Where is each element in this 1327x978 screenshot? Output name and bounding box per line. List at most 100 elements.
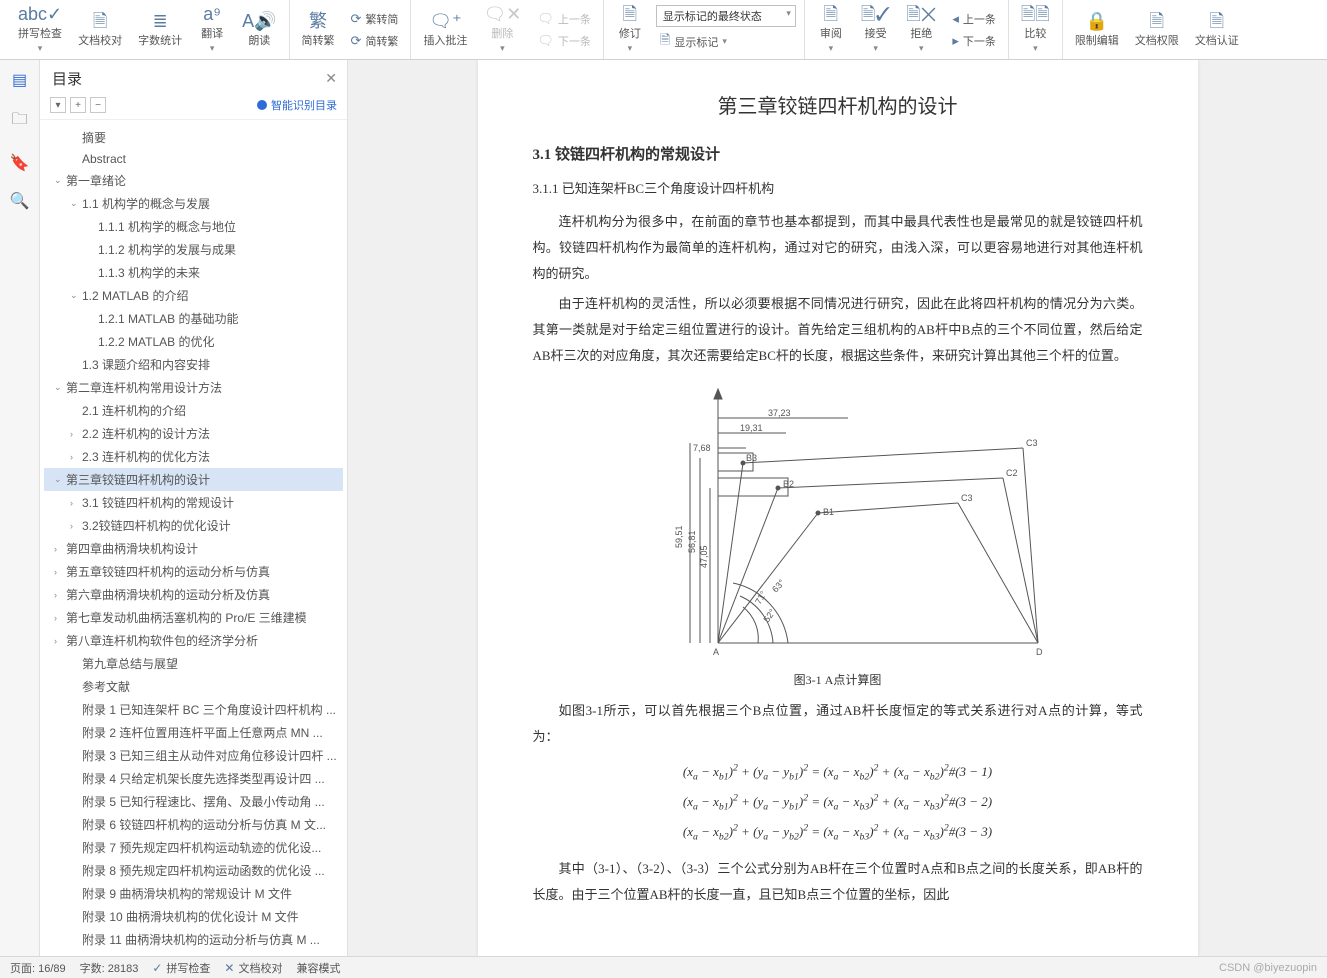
- outline-item[interactable]: ⌄第一章绪论: [44, 169, 343, 192]
- outline-item[interactable]: 摘要: [44, 126, 343, 149]
- outline-item-label: 附录 3 已知三组主从动件对应角位移设计四杆 ...: [82, 747, 337, 764]
- word-count-status[interactable]: 字数: 28183: [80, 960, 139, 976]
- show-markup-button[interactable]: 🗎显示标记 ▾: [656, 29, 796, 55]
- outline-item[interactable]: 附录 8 预先规定四杆机构运动函数的优化设 ...: [44, 859, 343, 882]
- doc-permission-button[interactable]: 🗎文档权限: [1127, 8, 1187, 52]
- restrict-edit-button[interactable]: 🔒限制编辑: [1067, 8, 1127, 52]
- word-count-button[interactable]: ≣字数统计: [130, 8, 190, 52]
- chevron-icon: ›: [54, 590, 66, 600]
- doc-auth-button[interactable]: 🗎文档认证: [1187, 8, 1247, 52]
- outline-rail-icon[interactable]: ▤: [12, 70, 27, 90]
- svg-text:7,68: 7,68: [693, 443, 711, 453]
- chevron-icon: ⌄: [54, 474, 66, 485]
- translate-button[interactable]: a⁹翻译: [190, 1, 234, 58]
- outline-item[interactable]: ›2.2 连杆机构的设计方法: [44, 422, 343, 445]
- outline-item[interactable]: ›2.3 连杆机构的优化方法: [44, 445, 343, 468]
- auth-icon: 🗎: [1210, 12, 1224, 30]
- outline-item[interactable]: 附录 4 只给定机架长度先选择类型再设计四 ...: [44, 767, 343, 790]
- close-icon[interactable]: ✕: [325, 70, 337, 87]
- outline-item[interactable]: ›3.2铰链四杆机构的优化设计: [44, 514, 343, 537]
- outline-item[interactable]: 1.1.3 机构学的未来: [44, 261, 343, 284]
- outline-item[interactable]: ›第八章连杆机构软件包的经济学分析: [44, 629, 343, 652]
- outline-item[interactable]: 1.2.2 MATLAB 的优化: [44, 330, 343, 353]
- collapse-button[interactable]: −: [90, 97, 106, 113]
- outline-item[interactable]: ›第四章曲柄滑块机构设计: [44, 537, 343, 560]
- outline-item[interactable]: Abstract: [44, 149, 343, 169]
- outline-item[interactable]: ›3.1 铰链四杆机构的常规设计: [44, 491, 343, 514]
- outline-item[interactable]: ⌄第三章铰链四杆机构的设计: [44, 468, 343, 491]
- outline-item-label: 附录 6 铰链四杆机构的运动分析与仿真 M 文...: [82, 816, 326, 833]
- compare-button[interactable]: 🗎🗎比较: [1013, 1, 1058, 58]
- outline-item[interactable]: 附录 11 曲柄滑块机构的运动分析与仿真 M ...: [44, 928, 343, 951]
- spellcheck-status[interactable]: ✓拼写检查: [152, 960, 210, 976]
- outline-item[interactable]: 1.1.2 机构学的发展与成果: [44, 238, 343, 261]
- outline-item[interactable]: ›第六章曲柄滑块机构的运动分析及仿真: [44, 583, 343, 606]
- delete-comment-button[interactable]: 🗨✕删除: [475, 1, 529, 58]
- outline-item[interactable]: 参考文献: [44, 675, 343, 698]
- outline-item[interactable]: ›第七章发动机曲柄活塞机构的 Pro/E 三维建模: [44, 606, 343, 629]
- chevron-icon: ⌄: [70, 290, 82, 301]
- prev-change-button[interactable]: ◂上一条: [948, 9, 1000, 29]
- outline-item[interactable]: ⌄1.1 机构学的概念与发展: [44, 192, 343, 215]
- trad-to-simp-button[interactable]: ⟳繁转简: [347, 9, 403, 29]
- document-viewport[interactable]: 第三章铰链四杆机构的设计 3.1 铰链四杆机构的常规设计 3.1.1 已知连架杆…: [348, 60, 1327, 956]
- figure-3-1: A D 59,51 56,81 47,05: [533, 383, 1143, 663]
- proofread-status[interactable]: ✕文档校对: [224, 960, 282, 976]
- page-indicator[interactable]: 页面: 16/89: [10, 960, 66, 976]
- read-aloud-button[interactable]: A🔊朗读: [234, 8, 284, 52]
- doc-icon: ✕: [224, 961, 234, 975]
- outline-item[interactable]: 1.1.1 机构学的概念与地位: [44, 215, 343, 238]
- trad-simp-button[interactable]: 繁简转繁: [294, 8, 343, 52]
- outline-item[interactable]: 附录 3 已知三组主从动件对应角位移设计四杆 ...: [44, 744, 343, 767]
- outline-item[interactable]: ›第五章铰链四杆机构的运动分析与仿真: [44, 560, 343, 583]
- doc-proofread-button[interactable]: 🗎文档校对: [70, 8, 130, 52]
- outline-item-label: 3.2铰链四杆机构的优化设计: [82, 517, 231, 534]
- revise-button[interactable]: 🗎修订: [608, 1, 652, 58]
- outline-item[interactable]: 2.1 连杆机构的介绍: [44, 399, 343, 422]
- outline-item-label: 1.2.1 MATLAB 的基础功能: [98, 310, 238, 327]
- accept-button[interactable]: 🗎✓接受: [853, 1, 898, 58]
- outline-item-label: 第七章发动机曲柄活塞机构的 Pro/E 三维建模: [66, 609, 307, 626]
- svg-text:C2: C2: [1006, 468, 1018, 478]
- accept-icon: 🗎✓: [861, 5, 890, 23]
- track-state-combo[interactable]: 显示标记的最终状态: [656, 5, 796, 27]
- simp-to-trad-button[interactable]: ⟳简转繁: [347, 31, 403, 51]
- review-button[interactable]: 🗎审阅: [809, 1, 853, 58]
- next-change-icon: ▸: [952, 33, 959, 49]
- outline-item[interactable]: 第九章总结与展望: [44, 652, 343, 675]
- outline-item[interactable]: 附录 1 已知连架杆 BC 三个角度设计四杆机构 ...: [44, 698, 343, 721]
- outline-item[interactable]: 附录 2 连杆位置用连杆平面上任意两点 MN ...: [44, 721, 343, 744]
- outline-item[interactable]: 1.3 课题介绍和内容安排: [44, 353, 343, 376]
- left-rail: ▤ 🗀 🔖 🔍: [0, 60, 40, 956]
- revise-icon: 🗎: [623, 5, 637, 23]
- insert-comment-button[interactable]: 🗨⁺插入批注: [415, 8, 475, 52]
- outline-item[interactable]: 1.2.1 MATLAB 的基础功能: [44, 307, 343, 330]
- nav-rail-icon[interactable]: 🗀: [11, 108, 27, 135]
- next-comment-button[interactable]: 🗨下一条: [533, 31, 595, 51]
- outline-item[interactable]: 附录 5 已知行程速比、摆角、及最小传动角 ...: [44, 790, 343, 813]
- search-rail-icon[interactable]: 🔍: [10, 191, 30, 211]
- prev-comment-button[interactable]: 🗨上一条: [533, 9, 595, 29]
- ai-outline-button[interactable]: 智能识别目录: [257, 97, 337, 113]
- ai-dot-icon: [257, 100, 267, 110]
- chevron-icon: ›: [54, 636, 66, 646]
- figure-caption: 图3-1 A点计算图: [533, 671, 1143, 688]
- outline-item[interactable]: 附录 6 铰链四杆机构的运动分析与仿真 M 文...: [44, 813, 343, 836]
- outline-item[interactable]: 附录 9 曲柄滑块机构的常规设计 M 文件: [44, 882, 343, 905]
- bookmark-rail-icon[interactable]: 🔖: [10, 153, 30, 173]
- spellcheck-button[interactable]: abc✓拼写检查: [10, 1, 70, 58]
- expand-button[interactable]: +: [70, 97, 86, 113]
- collapse-all-button[interactable]: ▾: [50, 97, 66, 113]
- chevron-icon: ›: [54, 613, 66, 623]
- outline-item[interactable]: ⌄第二章连杆机构常用设计方法: [44, 376, 343, 399]
- outline-item-label: 第四章曲柄滑块机构设计: [66, 540, 198, 557]
- chevron-icon: ›: [70, 498, 82, 508]
- outline-item[interactable]: 附录 10 曲柄滑块机构的优化设计 M 文件: [44, 905, 343, 928]
- outline-item[interactable]: 附录 7 预先规定四杆机构运动轨迹的优化设...: [44, 836, 343, 859]
- outline-tree[interactable]: 摘要Abstract⌄第一章绪论⌄1.1 机构学的概念与发展1.1.1 机构学的…: [40, 120, 347, 956]
- reject-button[interactable]: 🗎✕拒绝: [898, 1, 944, 58]
- outline-item-label: 参考文献: [82, 678, 130, 695]
- compare-icon: 🗎🗎: [1021, 5, 1050, 23]
- next-change-button[interactable]: ▸下一条: [948, 31, 1000, 51]
- outline-item[interactable]: ⌄1.2 MATLAB 的介绍: [44, 284, 343, 307]
